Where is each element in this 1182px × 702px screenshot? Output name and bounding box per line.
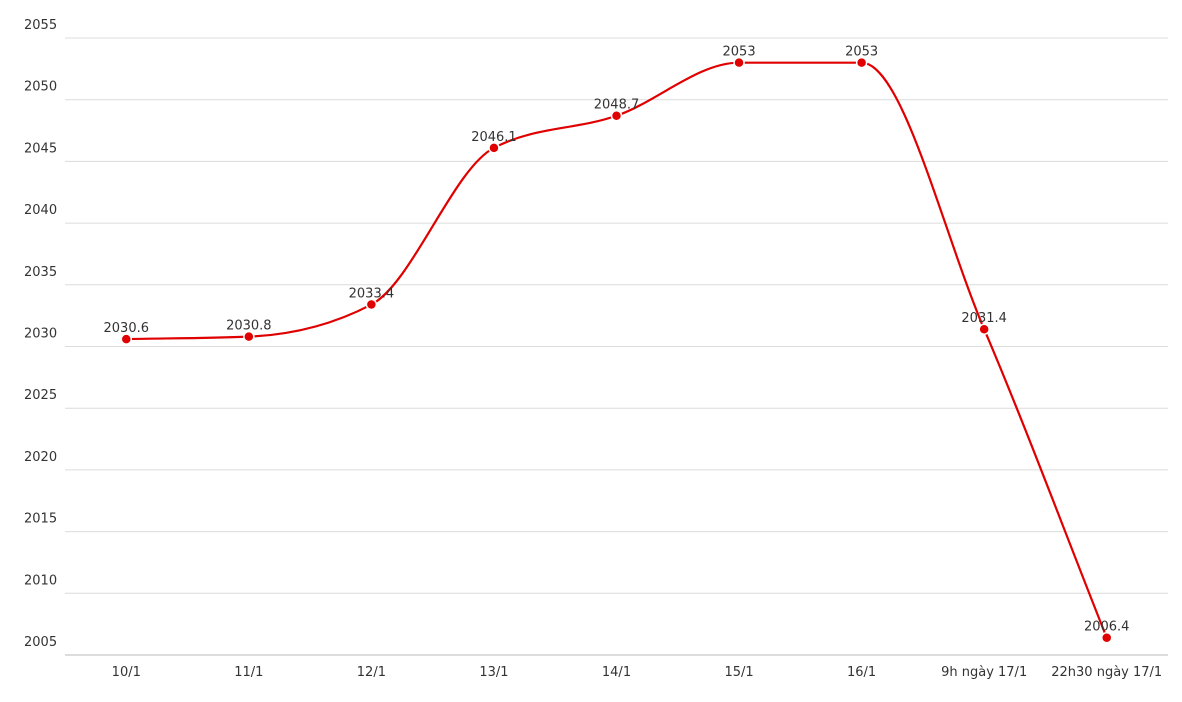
y-tick-label: 2020 [24, 450, 57, 465]
point [365, 298, 378, 311]
data-label: 2030.6 [104, 321, 150, 336]
y-tick-label: 2030 [24, 327, 57, 342]
data-label: 2030.8 [226, 319, 272, 334]
y-tick-label: 2055 [24, 18, 57, 33]
x-tick-label: 9h ngày 17/1 [941, 665, 1027, 680]
point [855, 56, 868, 69]
point [1100, 631, 1113, 644]
x-tick-label: 11/1 [234, 665, 263, 680]
y-tick-label: 2010 [24, 573, 57, 588]
x-tick-label: 13/1 [479, 665, 508, 680]
x-tick-label: 15/1 [724, 665, 753, 680]
y-tick-label: 2050 [24, 80, 57, 95]
data-label: 2006.4 [1084, 620, 1130, 635]
x-tick-label: 22h30 ngày 17/1 [1051, 665, 1162, 680]
point [120, 333, 133, 345]
line [126, 61, 1108, 639]
x-tick-label: 14/1 [602, 665, 631, 680]
data-label: 2048.7 [594, 98, 640, 113]
x-tick-label: 12/1 [357, 665, 386, 680]
data-label: 2053 [845, 45, 878, 60]
y-tick-label: 2015 [24, 512, 57, 527]
point [610, 109, 623, 122]
data-label: 2046.1 [471, 130, 517, 145]
data-label: 2031.4 [961, 311, 1007, 326]
x-tick-label: 10/1 [112, 665, 141, 680]
point [733, 56, 745, 69]
point [488, 142, 500, 154]
data-label: 2033.4 [349, 287, 395, 302]
data-label: 2053 [723, 45, 756, 60]
y-tick-label: 2005 [24, 635, 57, 650]
y-tick-label: 2040 [24, 203, 57, 218]
point [978, 323, 990, 335]
x-tick-label: 16/1 [847, 665, 876, 680]
y-tick-label: 2045 [24, 141, 57, 156]
y-tick-label: 2025 [24, 388, 57, 403]
y-tick-label: 2035 [24, 265, 57, 280]
point [243, 330, 255, 343]
